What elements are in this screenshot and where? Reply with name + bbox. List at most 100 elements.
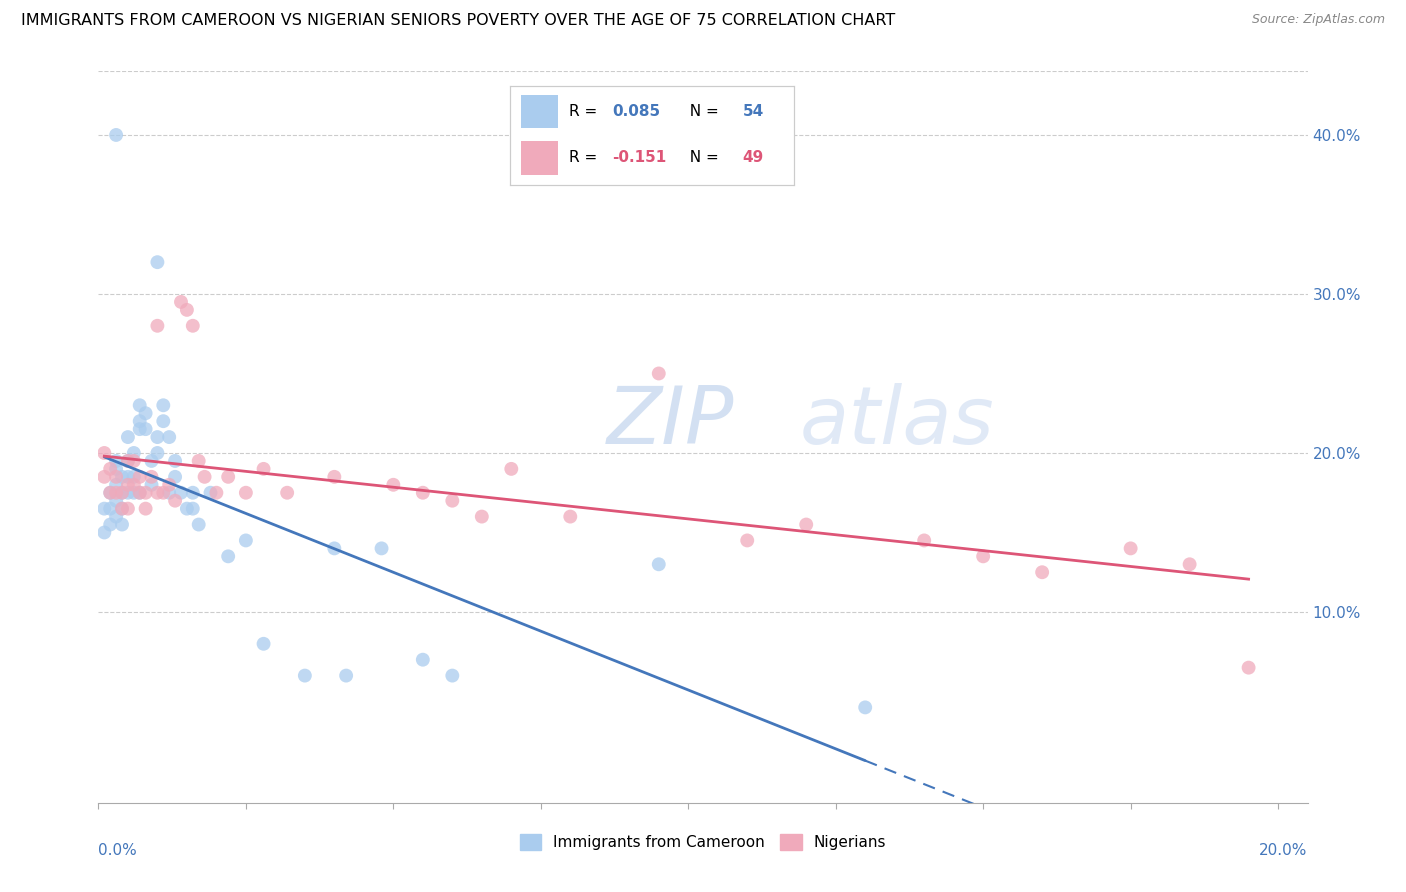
Point xyxy=(157,485,180,500)
Point xyxy=(412,485,434,500)
Point xyxy=(105,128,128,142)
Point xyxy=(187,517,209,532)
Point xyxy=(648,367,671,381)
Point xyxy=(181,318,204,333)
Point xyxy=(117,501,139,516)
Point xyxy=(98,462,121,476)
Legend: Immigrants from Cameroon, Nigerians: Immigrants from Cameroon, Nigerians xyxy=(520,834,886,850)
Point xyxy=(111,501,134,516)
Point xyxy=(157,430,180,444)
Point xyxy=(111,517,134,532)
Point xyxy=(141,477,163,491)
Point xyxy=(128,398,150,412)
Point xyxy=(194,470,217,484)
Point xyxy=(105,493,128,508)
Point xyxy=(122,477,145,491)
Point xyxy=(93,470,115,484)
Point xyxy=(111,501,134,516)
Point xyxy=(117,485,139,500)
Point xyxy=(441,668,464,682)
Point xyxy=(276,485,298,500)
Point xyxy=(111,470,134,484)
Point xyxy=(323,541,346,556)
Point xyxy=(165,470,187,484)
Point xyxy=(105,470,128,484)
Point xyxy=(217,549,239,564)
Point xyxy=(501,462,523,476)
Point xyxy=(165,454,187,468)
Point xyxy=(335,668,357,682)
Point xyxy=(105,485,128,500)
Point xyxy=(111,485,134,500)
Point xyxy=(1237,660,1260,674)
Point xyxy=(152,485,174,500)
Point xyxy=(146,446,169,460)
Point xyxy=(146,318,169,333)
Point xyxy=(122,446,145,460)
Point xyxy=(323,470,346,484)
Point xyxy=(93,501,115,516)
Point xyxy=(146,430,169,444)
Point xyxy=(128,414,150,428)
Point xyxy=(217,470,239,484)
Point xyxy=(128,470,150,484)
Point xyxy=(1031,566,1053,580)
Point xyxy=(648,558,671,572)
Point xyxy=(794,517,817,532)
Point xyxy=(1119,541,1142,556)
Point xyxy=(122,485,145,500)
Text: atlas: atlas xyxy=(800,384,994,461)
Point xyxy=(135,485,157,500)
Point xyxy=(128,422,150,436)
Point xyxy=(370,541,392,556)
Point xyxy=(141,470,163,484)
Point xyxy=(972,549,994,564)
Text: ZIP: ZIP xyxy=(606,384,734,461)
Point xyxy=(105,462,128,476)
Point xyxy=(176,302,198,317)
Point xyxy=(98,517,121,532)
Point xyxy=(157,477,180,491)
Point xyxy=(105,477,128,491)
Point xyxy=(412,653,434,667)
Point xyxy=(735,533,758,548)
Point xyxy=(187,454,209,468)
Point xyxy=(146,255,169,269)
Point xyxy=(294,668,316,682)
Text: 20.0%: 20.0% xyxy=(1260,843,1308,858)
Point xyxy=(98,485,121,500)
Point xyxy=(93,446,115,460)
Point xyxy=(122,454,145,468)
Point xyxy=(170,485,193,500)
Point xyxy=(176,501,198,516)
Point xyxy=(117,470,139,484)
Point xyxy=(252,462,274,476)
Point xyxy=(1178,558,1201,572)
Point xyxy=(122,470,145,484)
Point xyxy=(135,422,157,436)
Point xyxy=(235,485,257,500)
Point xyxy=(117,477,139,491)
Point xyxy=(98,485,121,500)
Point xyxy=(181,501,204,516)
Point xyxy=(135,406,157,420)
Point xyxy=(117,454,139,468)
Point xyxy=(111,485,134,500)
Point xyxy=(98,501,121,516)
Point xyxy=(128,485,150,500)
Point xyxy=(181,485,204,500)
Point xyxy=(141,454,163,468)
Text: Source: ZipAtlas.com: Source: ZipAtlas.com xyxy=(1251,13,1385,27)
Point xyxy=(117,430,139,444)
Point xyxy=(165,493,187,508)
Point xyxy=(135,501,157,516)
Point xyxy=(252,637,274,651)
Text: 0.0%: 0.0% xyxy=(98,843,138,858)
Point xyxy=(200,485,222,500)
Point xyxy=(205,485,228,500)
Point xyxy=(152,398,174,412)
Point xyxy=(441,493,464,508)
Point xyxy=(471,509,494,524)
Point xyxy=(93,525,115,540)
Point xyxy=(146,485,169,500)
